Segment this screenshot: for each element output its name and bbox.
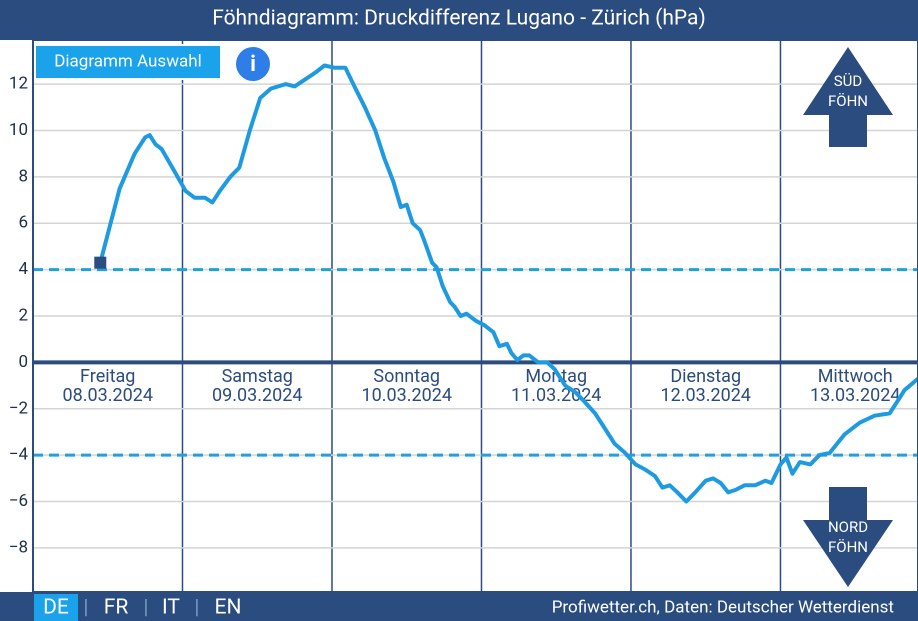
- y-tick-label: 2: [18, 305, 28, 325]
- title: Föhndiagramm: Druckdifferenz Lugano - Zü…: [212, 7, 706, 31]
- info-button[interactable]: [236, 47, 270, 81]
- day-date: 11.03.2024: [511, 385, 601, 406]
- south-label: FÖHN: [828, 92, 868, 110]
- plot-frame: [32, 39, 918, 593]
- day-name: Freitag: [80, 366, 135, 387]
- day-date: 12.03.2024: [661, 385, 751, 406]
- y-tick-label: 12: [9, 74, 28, 94]
- language[interactable]: IT: [162, 596, 180, 620]
- pressure-line: [98, 63, 918, 504]
- active-language: [34, 594, 78, 621]
- y-tick-label: −6: [9, 491, 28, 511]
- y-tick-label: −2: [9, 398, 28, 418]
- y-tick-label: 0: [18, 352, 28, 372]
- day-name: Montag: [525, 366, 587, 387]
- separator: |: [84, 594, 89, 618]
- y-tick-label: 6: [18, 213, 28, 233]
- day-date: 09.03.2024: [212, 385, 302, 406]
- south-arrow: [803, 47, 893, 147]
- y-tick-label: 8: [18, 166, 28, 186]
- language[interactable]: DE: [43, 596, 69, 620]
- day-name: Dienstag: [670, 366, 741, 387]
- y-tick-label: −8: [9, 537, 28, 557]
- y-tick-label: 4: [18, 259, 28, 279]
- day-date: 08.03.2024: [63, 385, 153, 406]
- separator: |: [144, 594, 149, 618]
- separator: |: [195, 594, 200, 618]
- menu-label[interactable]: Diagramm Auswahl: [54, 51, 201, 71]
- footer-bar: [0, 592, 918, 621]
- info-icon[interactable]: i: [250, 52, 256, 77]
- day-date: 13.03.2024: [810, 385, 900, 406]
- language[interactable]: EN: [215, 596, 242, 620]
- y-tick-label: 10: [9, 120, 28, 140]
- source: Profiwetter.ch, Daten: Deutscher Wetterd…: [552, 597, 894, 617]
- y-tick-label: −4: [9, 445, 29, 465]
- day-date: 10.03.2024: [362, 385, 452, 406]
- title-bar: [0, 0, 918, 40]
- day-name: Samstag: [222, 366, 293, 387]
- day-name: Sonntag: [373, 366, 440, 387]
- north-label: NORD: [828, 518, 868, 536]
- menu-button[interactable]: [34, 44, 222, 80]
- north-label: FÖHN: [828, 538, 868, 556]
- start-marker: [94, 256, 107, 269]
- south-label: SÜD: [834, 72, 862, 90]
- north-arrow: [803, 487, 893, 587]
- language[interactable]: FR: [104, 596, 129, 620]
- day-name: Mittwoch: [818, 366, 893, 387]
